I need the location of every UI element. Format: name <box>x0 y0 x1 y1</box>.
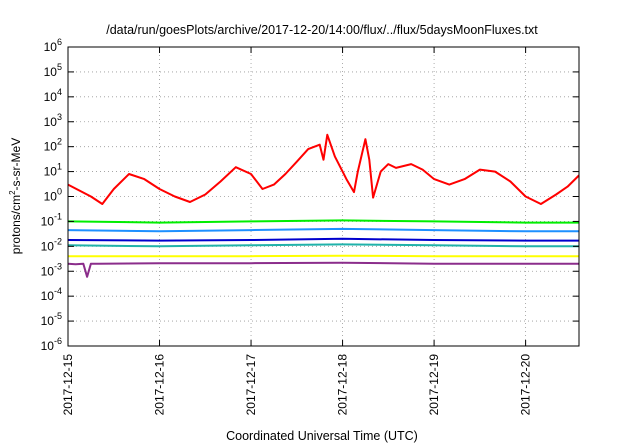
x-axis-label: Coordinated Universal Time (UTC) <box>226 429 418 443</box>
y-tick-label: 102 <box>44 137 62 154</box>
y-tick-label: 10-2 <box>41 236 62 253</box>
y-tick-exponent: 4 <box>57 87 62 97</box>
y-tick-base: 10 <box>44 140 58 154</box>
y-tick-exponent: -3 <box>54 261 62 271</box>
y-axis: 10610510410310210110010-110-210-310-410-… <box>41 37 579 353</box>
y-tick-base: 10 <box>41 264 55 278</box>
y-tick-exponent: -1 <box>54 211 62 221</box>
y-tick-base: 10 <box>41 239 55 253</box>
y-tick-label: 10-5 <box>41 311 62 328</box>
x-tick-label: 2017-12-19 <box>427 354 441 416</box>
y-tick-base: 10 <box>41 214 55 228</box>
series-line <box>67 261 579 278</box>
y-tick-exponent: 3 <box>57 112 62 122</box>
y-tick-label: 10-4 <box>41 286 62 303</box>
y-tick-exponent: -4 <box>54 286 62 296</box>
y-tick-base: 10 <box>41 339 55 353</box>
y-tick-label: 100 <box>44 187 62 204</box>
y-tick-label: 106 <box>44 37 62 54</box>
y-tick-exponent: 6 <box>57 37 62 47</box>
y-tick-label: 101 <box>44 162 62 179</box>
y-tick-label: 104 <box>44 87 62 104</box>
y-tick-base: 10 <box>41 289 55 303</box>
y-tick-label: 105 <box>44 62 62 79</box>
x-tick-label: 2017-12-20 <box>519 354 533 416</box>
y-axis-label: protons/cm2-s-sr-MeV <box>8 138 23 254</box>
y-tick-exponent: 1 <box>57 162 62 172</box>
x-tick-label: 2017-12-17 <box>244 354 258 416</box>
y-tick-base: 10 <box>44 90 58 104</box>
y-tick-label: 10-1 <box>41 211 62 228</box>
y-tick-base: 10 <box>44 65 58 79</box>
y-tick-exponent: 5 <box>57 62 62 72</box>
series-line <box>67 237 579 242</box>
y-axis-label-superscript: 2 <box>8 190 17 195</box>
y-tick-base: 10 <box>44 40 58 54</box>
y-tick-base: 10 <box>44 190 58 204</box>
y-tick-exponent: -2 <box>54 236 62 246</box>
x-tick-label: 2017-12-16 <box>153 354 167 416</box>
series-line <box>68 254 579 258</box>
grid-lines <box>67 46 579 347</box>
y-tick-exponent: -6 <box>54 336 62 346</box>
x-tick-label: 2017-12-15 <box>61 354 75 416</box>
x-tick-label: 2017-12-18 <box>336 354 350 416</box>
y-tick-exponent: -5 <box>54 311 62 321</box>
series-line <box>67 219 579 224</box>
series-line <box>67 133 580 205</box>
y-tick-exponent: 0 <box>57 187 62 197</box>
y-axis-label-suffix: -s-sr-MeV <box>9 138 23 191</box>
x-axis: 2017-12-15 2017-12-16 2017-12-17 2017-12-18… <box>61 47 533 415</box>
series-line <box>67 227 579 233</box>
series-lines <box>67 133 580 278</box>
series-line <box>67 243 579 248</box>
y-tick-base: 10 <box>44 165 58 179</box>
y-tick-exponent: 2 <box>57 137 62 147</box>
y-tick-label: 10-3 <box>41 261 62 278</box>
chart-title: /data/run/goesPlots/archive/2017-12-20/1… <box>106 23 538 37</box>
y-tick-label: 10-6 <box>41 336 62 353</box>
y-tick-base: 10 <box>41 314 55 328</box>
y-tick-label: 103 <box>44 112 62 129</box>
y-tick-base: 10 <box>44 115 58 129</box>
y-axis-label-prefix: protons/cm <box>9 195 23 254</box>
